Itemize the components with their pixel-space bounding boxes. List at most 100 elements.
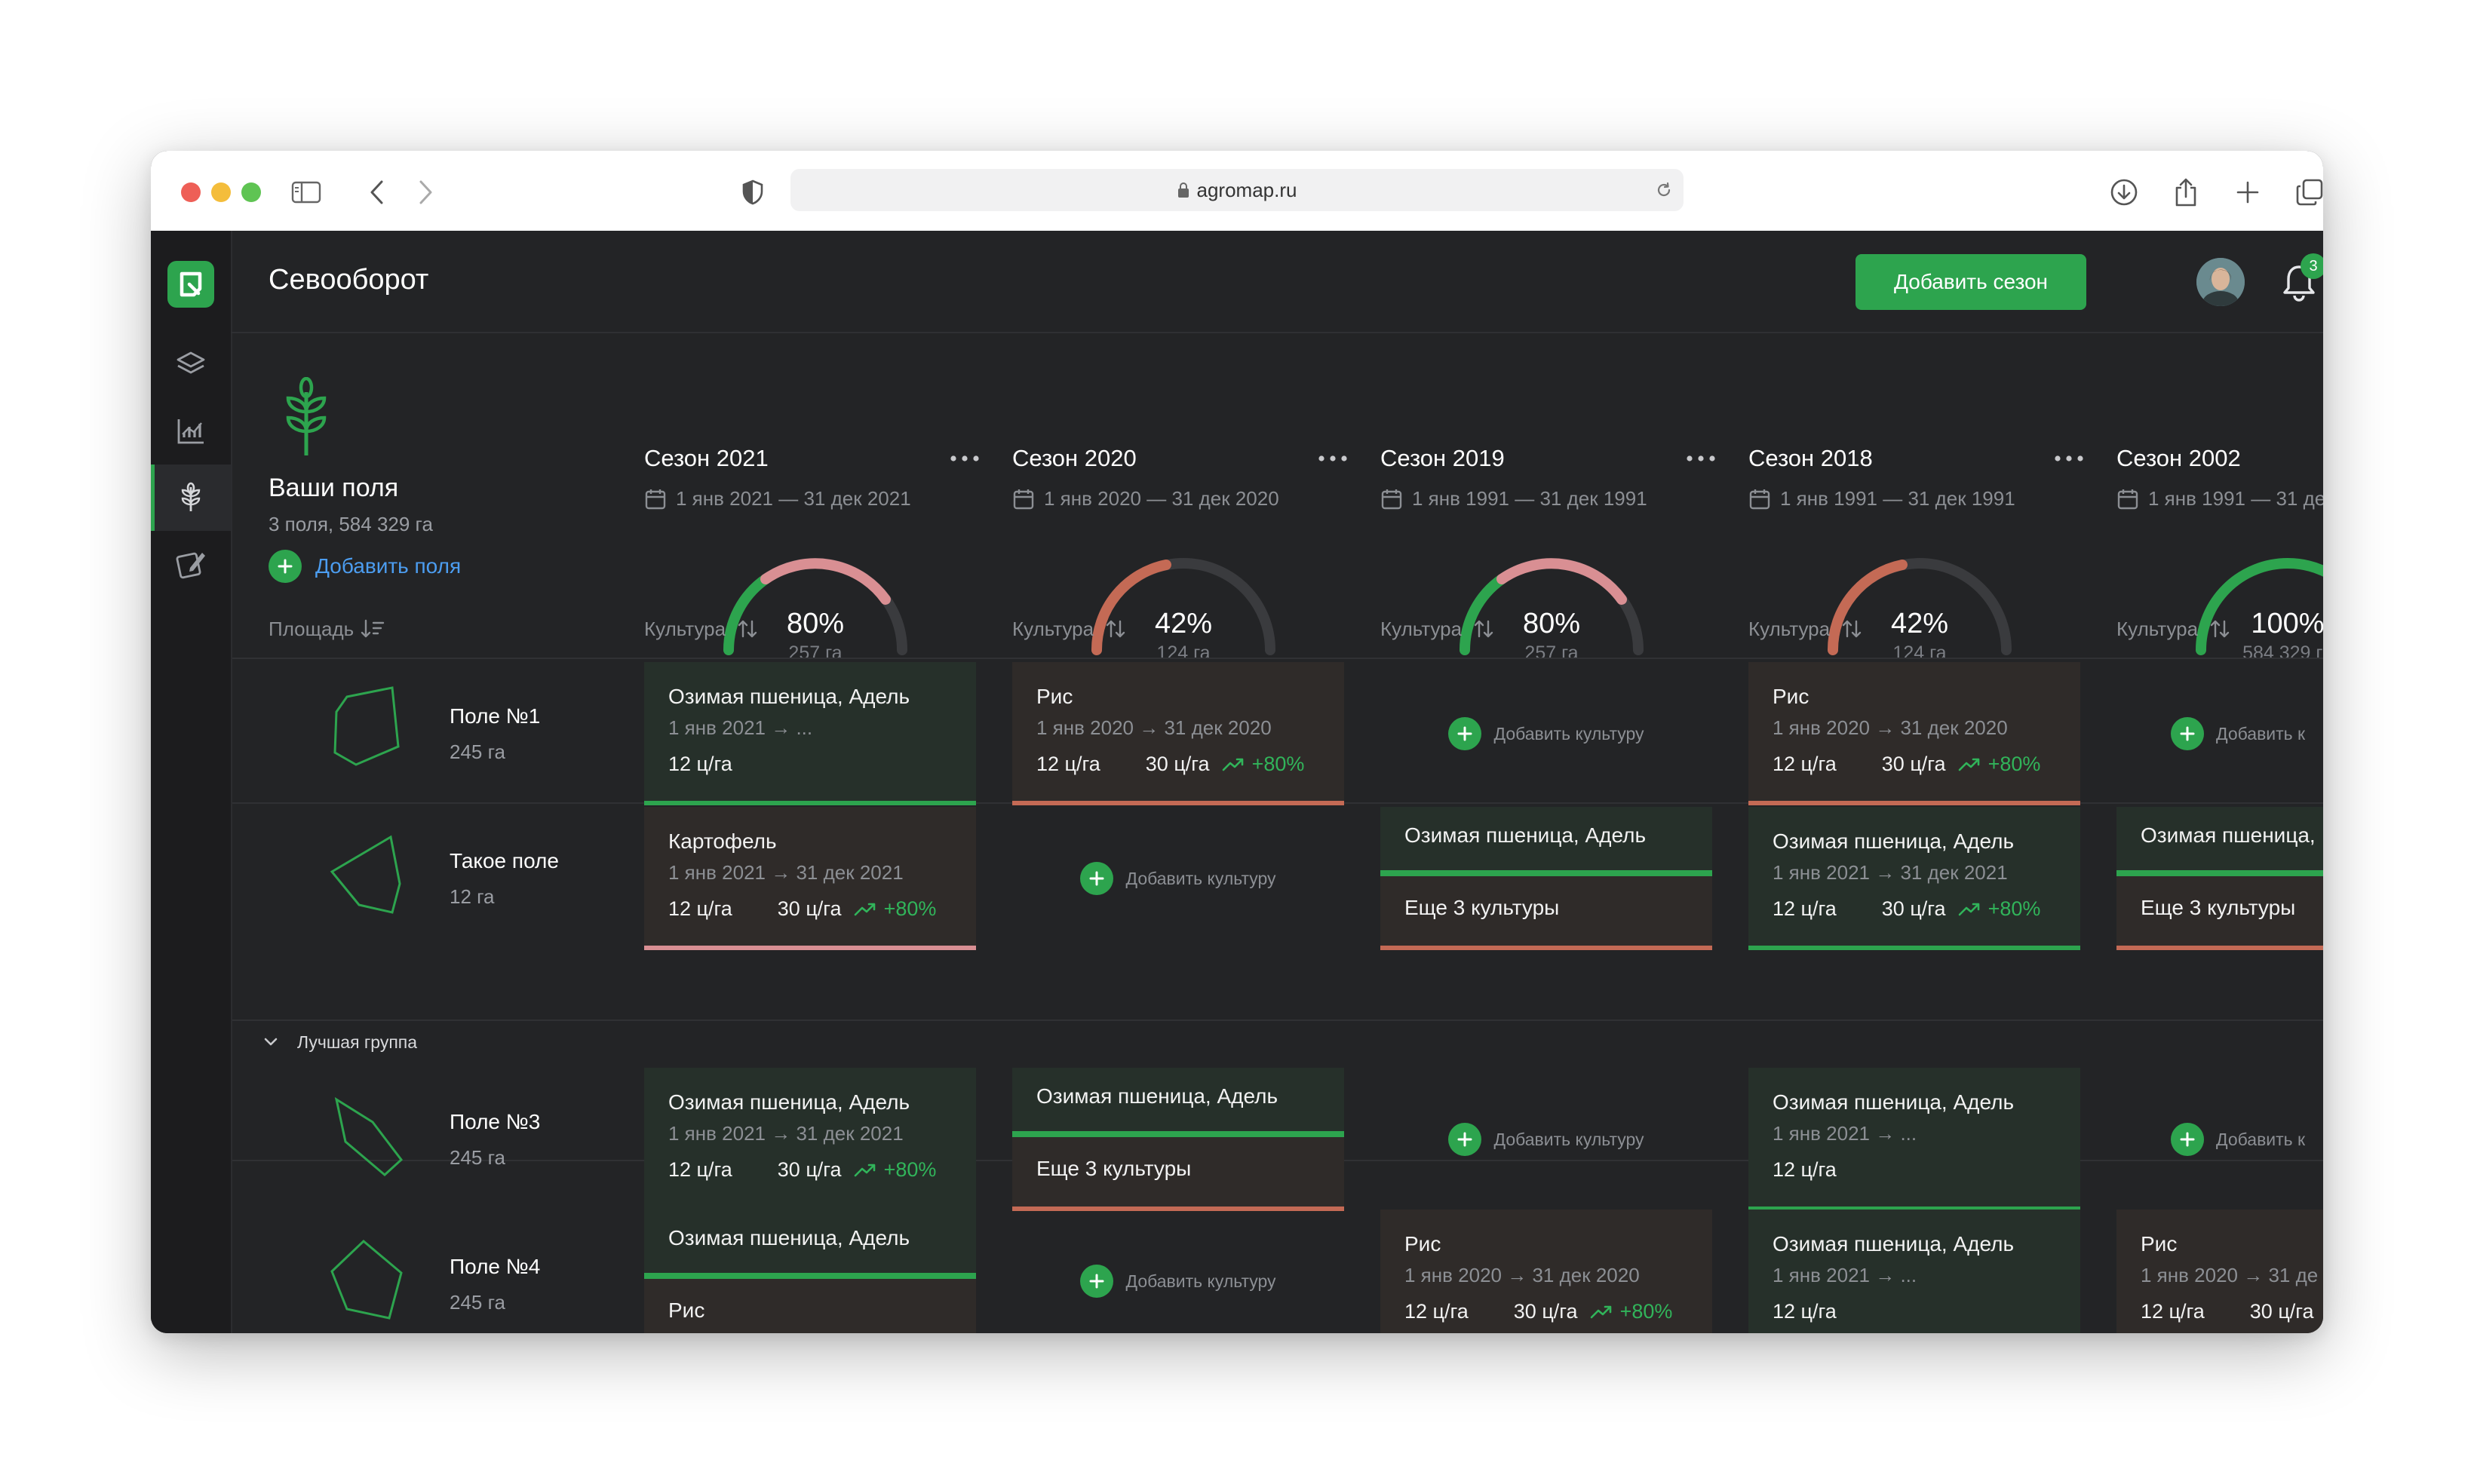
user-avatar[interactable]: [2196, 258, 2245, 306]
season-dates: 1 янв 1991 — 31 дек 1991: [2116, 487, 2323, 511]
nav-layers[interactable]: [151, 332, 231, 398]
culture-dates: 1 янв 2020 → 31 дек 2020: [1773, 716, 2008, 739]
culture-cell[interactable]: Картофель 1 янв 2021 → 31 дек 2021 12 ц/…: [644, 807, 976, 950]
yield-value-2: 30 ц/га: [1145, 753, 1210, 775]
tabs-overview-icon[interactable]: [2290, 173, 2323, 211]
culture-dates: 1 янв 2020 → 31 дек 2020: [1036, 716, 1272, 739]
culture-name: Озимая пшеница, Адель: [668, 1226, 910, 1249]
culture-cell[interactable]: Озимая пшеница, Адель 1 янв 2021 → ... 1…: [644, 662, 976, 805]
field-polygon-icon[interactable]: [326, 831, 409, 921]
more-options-icon[interactable]: [2050, 445, 2088, 472]
culture-cell[interactable]: Рис 1 янв 2020 → 31 дек 2020 12 ц/га 30 …: [1748, 662, 2080, 805]
culture-column-label: Культура: [644, 617, 726, 640]
field-polygon-icon[interactable]: [326, 1234, 409, 1324]
calendar-icon: [1749, 489, 1770, 509]
gauge-percent: 42%: [1890, 608, 1949, 639]
add-culture-button[interactable]: Добавить к: [2116, 662, 2323, 805]
culture-sort-header[interactable]: Культура: [644, 614, 759, 644]
nav-crop-rotation[interactable]: [151, 465, 231, 531]
culture-stats: 12 ц/га 30 ц/га +80%: [1773, 753, 2040, 776]
culture-cell[interactable]: Озимая пшеница, Адель 1 янв 2021 → ... 1…: [1748, 1210, 2080, 1333]
culture-cell[interactable]: Рис 1 янв 2020 → 31 де 12 ц/га 30 ц/га: [2116, 1210, 2323, 1333]
culture-stats: 12 ц/га: [1773, 1300, 1837, 1323]
gauge-percent: 100%: [2251, 608, 2323, 639]
add-culture-button[interactable]: Добавить культуру: [1012, 1210, 1344, 1333]
add-culture-label: Добавить культуру: [1493, 723, 1644, 744]
trend-up-icon: [1590, 1305, 1611, 1318]
culture-cell[interactable]: Озимая пшеница, Адель 1 янв 2021 → 31 де…: [1748, 807, 2080, 950]
add-culture-button[interactable]: Добавить культуру: [1380, 662, 1712, 805]
add-fields-link[interactable]: Добавить поля: [269, 549, 461, 584]
culture-name: Озимая пшеница,: [2141, 823, 2316, 847]
gauge-area: 257 га: [788, 642, 843, 664]
culture-name: Рис: [1773, 685, 1809, 708]
back-icon[interactable]: [358, 173, 397, 211]
field-polygon-icon[interactable]: [326, 1089, 409, 1179]
culture-sort-header[interactable]: Культура: [1748, 614, 1863, 644]
add-culture-button[interactable]: Добавить культуру: [1380, 1068, 1712, 1211]
privacy-shield-icon[interactable]: [733, 173, 772, 211]
field-name[interactable]: Поле №1: [450, 704, 541, 728]
field-name[interactable]: Такое поле: [450, 849, 559, 872]
status-bar: [644, 946, 976, 950]
culture-cell[interactable]: Рис 1 янв 2020 → 31 дек 2020 12 ц/га 30 …: [1012, 662, 1344, 805]
area-sort-header[interactable]: Площадь: [269, 614, 385, 644]
culture-cell-multi[interactable]: Озимая пшеница, Еще 3 культуры: [2116, 807, 2323, 950]
nav-analytics[interactable]: [151, 398, 231, 465]
season-gauge-clip: 100% 584 329 га: [2186, 538, 2323, 689]
culture-cell-multi[interactable]: Озимая пшеница, Адель Еще 3 культуры: [1012, 1068, 1344, 1211]
culture-stats: 12 ц/га 30 ц/га +80%: [1036, 753, 1304, 776]
gauge-percent: 80%: [1522, 608, 1581, 639]
status-bar: [1012, 801, 1344, 805]
add-culture-button[interactable]: Добавить культуру: [1012, 807, 1344, 950]
change-percent: +80%: [1619, 1300, 1673, 1323]
add-culture-button[interactable]: Добавить к: [2116, 1068, 2323, 1211]
trend-up-icon: [1958, 903, 1979, 915]
trend-up-icon: [1222, 758, 1243, 771]
culture-sort-header[interactable]: Культура: [2116, 614, 2231, 644]
culture-sort-header[interactable]: Культура: [1380, 614, 1495, 644]
reload-icon[interactable]: [1655, 181, 1673, 199]
app-logo[interactable]: [167, 261, 214, 308]
nav-notes[interactable]: [151, 531, 231, 597]
culture-column-label: Культура: [1380, 617, 1463, 640]
season-dates: 1 янв 1991 — 31 дек 1991: [1748, 487, 2015, 511]
field-name[interactable]: Поле №4: [450, 1255, 541, 1278]
field-name[interactable]: Поле №3: [450, 1110, 541, 1133]
more-options-icon[interactable]: [946, 445, 984, 472]
status-bar: [1748, 801, 2080, 805]
add-culture-label: Добавить к: [2216, 1129, 2306, 1149]
yield-value-2: 30 ц/га: [777, 897, 842, 920]
season-dates: 1 янв 2020 — 31 дек 2020: [1012, 487, 1279, 511]
culture-cell-multi[interactable]: Озимая пшеница, Адель Рис: [644, 1210, 976, 1333]
culture-cell[interactable]: Озимая пшеница, Адель 1 янв 2021 → 31 де…: [644, 1068, 976, 1214]
yield-value-2: 30 ц/га: [1881, 753, 1946, 775]
culture-primary: [1380, 807, 1712, 870]
culture-name: Рис: [2141, 1232, 2178, 1256]
chevron-down-icon: [264, 1038, 278, 1046]
maximize-window-button[interactable]: [241, 182, 261, 202]
forward-icon[interactable]: [406, 173, 445, 211]
culture-cell[interactable]: Озимая пшеница, Адель 1 янв 2021 → ... 1…: [1748, 1068, 2080, 1211]
culture-cell-multi[interactable]: Озимая пшеница, Адель Еще 3 культуры: [1380, 807, 1712, 950]
sidebar-toggle-icon[interactable]: [287, 173, 326, 211]
share-icon[interactable]: [2166, 173, 2205, 211]
season-title: Сезон 2019: [1380, 445, 1505, 471]
more-options-icon[interactable]: [1682, 445, 1720, 472]
field-polygon-icon[interactable]: [326, 683, 409, 774]
close-window-button[interactable]: [181, 182, 201, 202]
season-dates-text: 1 янв 1991 — 31 дек 1991: [1780, 487, 2015, 510]
fields-summary: 3 поля, 584 329 га: [269, 513, 433, 535]
address-bar[interactable]: agromap.ru: [790, 169, 1684, 211]
minimize-window-button[interactable]: [211, 182, 231, 202]
new-tab-icon[interactable]: [2228, 173, 2267, 211]
downloads-icon[interactable]: [2104, 173, 2144, 211]
group-header[interactable]: Лучшая группа: [232, 1021, 2323, 1063]
more-options-icon[interactable]: [1314, 445, 1352, 472]
culture-sort-header[interactable]: Культура: [1012, 614, 1127, 644]
add-season-button[interactable]: Добавить сезон: [1856, 254, 2086, 310]
culture-cell[interactable]: Рис 1 янв 2020 → 31 дек 2020 12 ц/га 30 …: [1380, 1210, 1712, 1333]
yield-value: 12 ц/га: [668, 753, 732, 775]
season-dates-text: 1 янв 2020 — 31 дек 2020: [1044, 487, 1279, 510]
more-cultures-label: Еще 3 культуры: [1036, 1157, 1192, 1180]
